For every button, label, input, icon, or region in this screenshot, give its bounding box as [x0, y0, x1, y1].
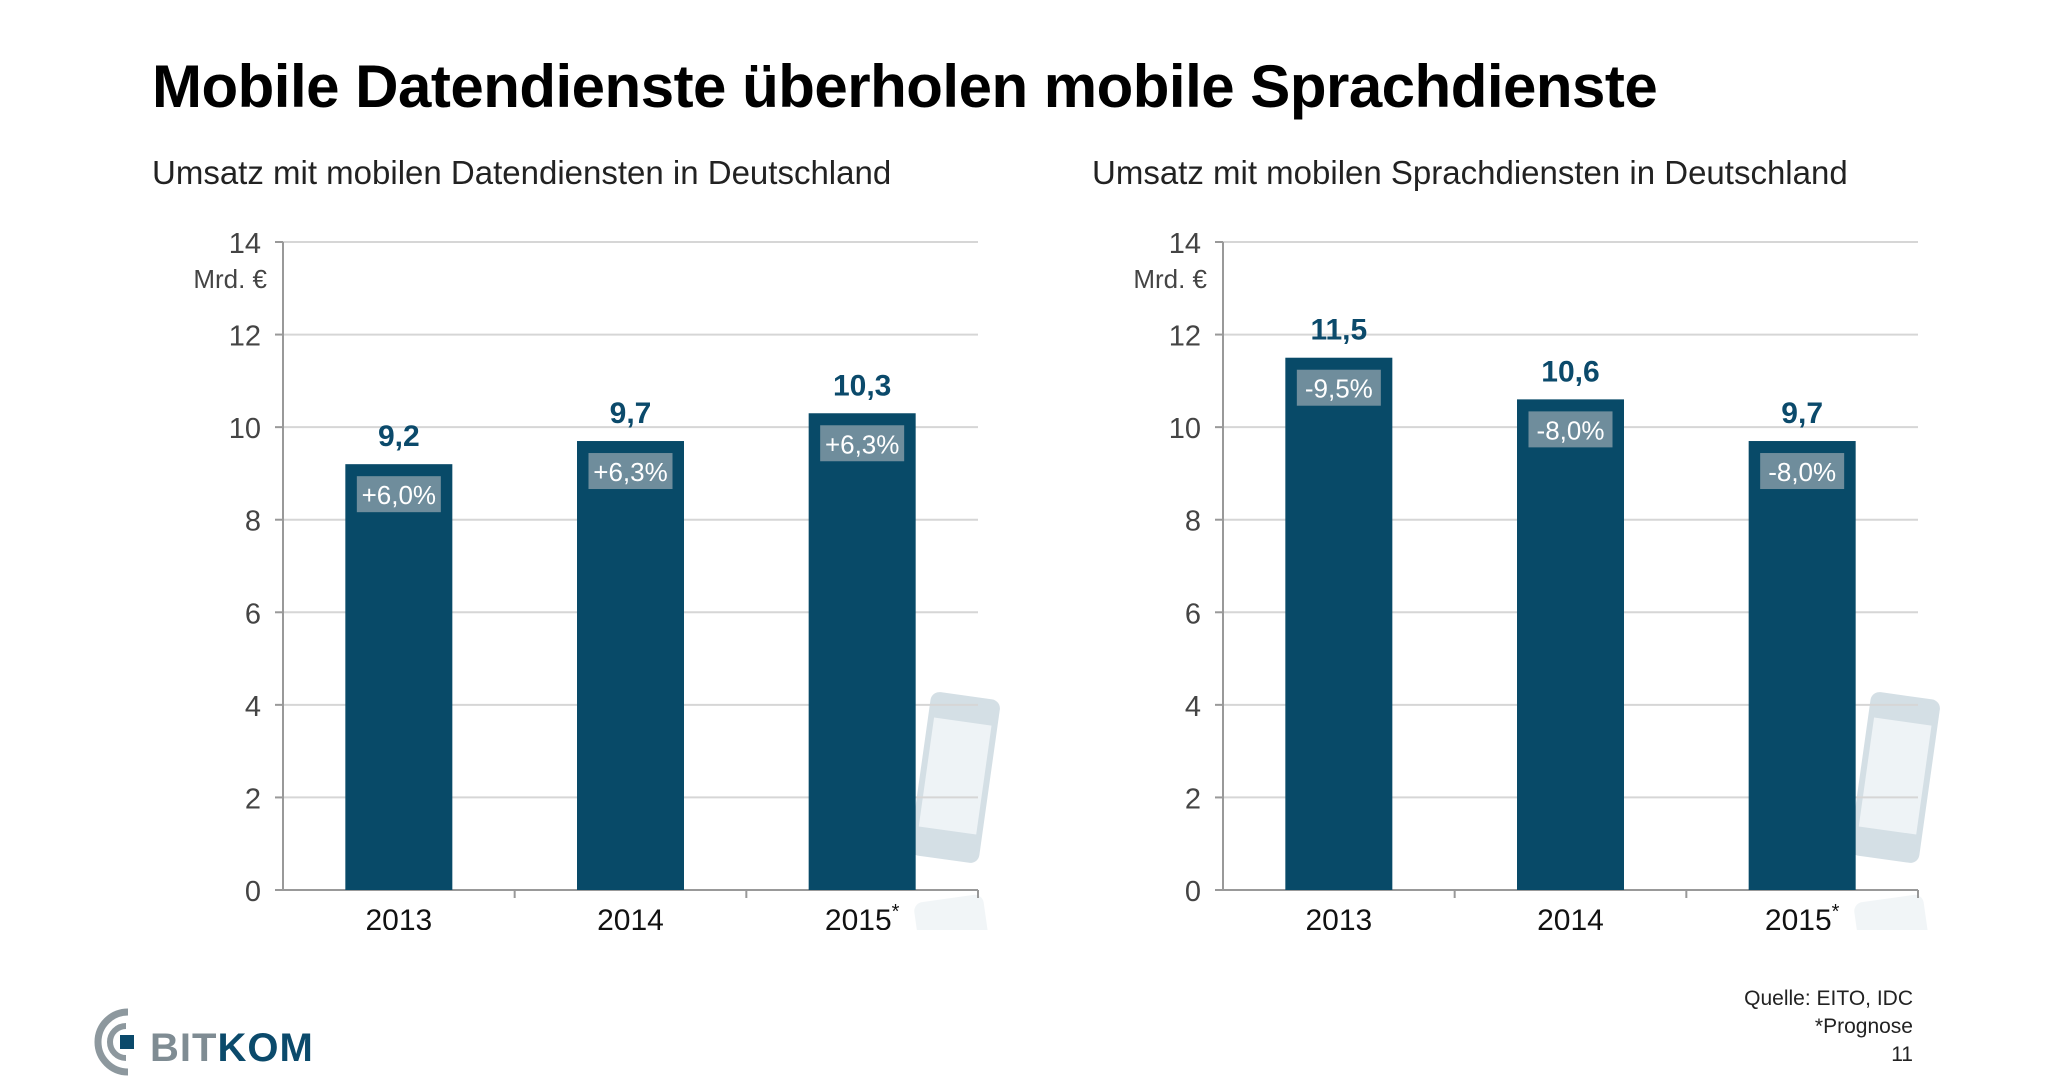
footer: Quelle: EITO, IDC *Prognose 11 [1744, 985, 1913, 1069]
y-tick-label: 14 [229, 228, 261, 260]
x-tick-label: 2015* [1765, 901, 1840, 930]
chart-mobile-voice: Umsatz mit mobilen Sprachdiensten in Deu… [1090, 150, 2048, 930]
logo-wordmark: BITKOM [150, 1026, 314, 1070]
x-tick-label: 2013 [365, 904, 432, 930]
phone-reflection [1854, 894, 1938, 930]
y-tick-label: 6 [245, 598, 261, 630]
change-label: +6,3% [825, 429, 899, 459]
bar [1748, 441, 1856, 890]
x-tick-label: 2014 [1537, 904, 1604, 930]
y-tick-label: 14 [1169, 228, 1201, 260]
change-badge [588, 453, 673, 490]
change-label: -9,5% [1305, 374, 1373, 404]
value-label: 11,5 [1310, 314, 1367, 347]
y-tick-label: 4 [245, 691, 261, 723]
y-tick-label: 2 [245, 783, 261, 815]
forecast-marker: * [892, 901, 900, 923]
voice-phone-icon [1849, 692, 1940, 930]
chart-mobile-data: Umsatz mit mobilen Datendiensten in Deut… [150, 150, 1140, 930]
data-phone-icon [909, 692, 1000, 930]
value-label: 9,7 [1781, 397, 1823, 430]
x-tick-label: 2015* [825, 901, 900, 930]
source-note: Quelle: EITO, IDC [1744, 987, 1913, 1010]
y-tick-label: 12 [1169, 321, 1201, 353]
y-tick-label: 10 [229, 413, 261, 445]
bitkom-logo: BITKOM [80, 1004, 320, 1080]
y-tick-label: 8 [245, 506, 261, 538]
x-tick-label: 2013 [1305, 904, 1372, 930]
bar [1285, 357, 1393, 890]
chart-title: Umsatz mit mobilen Datendiensten in Deut… [152, 154, 892, 191]
page-title: Mobile Datendienste überholen mobile Spr… [152, 53, 1658, 120]
change-badge [1760, 453, 1845, 490]
change-label: +6,0% [362, 480, 436, 510]
change-label: +6,3% [593, 457, 667, 487]
bar [345, 464, 453, 890]
change-badge [820, 425, 905, 462]
value-label: 9,2 [378, 420, 420, 453]
x-tick-label: 2014 [597, 904, 664, 930]
chart-title: Umsatz mit mobilen Sprachdiensten in Deu… [1092, 154, 1848, 191]
y-axis-unit: Mrd. € [193, 264, 267, 294]
phone-reflection [914, 894, 998, 930]
page-number: 11 [1891, 1043, 1913, 1066]
y-tick-label: 2 [1185, 783, 1201, 815]
forecast-note: *Prognose [1814, 1015, 1913, 1038]
y-tick-label: 4 [1185, 691, 1201, 723]
phone-screen [918, 717, 992, 835]
value-label: 10,6 [1541, 355, 1599, 388]
logo-mark-icon [94, 1008, 134, 1076]
phone-screen [1858, 717, 1932, 835]
change-badge [356, 476, 441, 513]
y-tick-label: 0 [1185, 876, 1201, 908]
y-axis-unit: Mrd. € [1133, 264, 1207, 294]
y-tick-label: 12 [229, 321, 261, 353]
change-badge [1528, 411, 1613, 448]
y-tick-label: 0 [245, 876, 261, 908]
value-label: 9,7 [610, 397, 652, 430]
value-label: 10,3 [833, 369, 891, 402]
bar [808, 413, 916, 890]
change-label: -8,0% [1768, 457, 1836, 487]
change-badge [1296, 369, 1381, 406]
bar [577, 441, 684, 890]
y-tick-label: 6 [1185, 598, 1201, 630]
forecast-marker: * [1832, 901, 1840, 923]
chart-svg: 0 2 4 6 8 10 12 14 Mrd. € 11,5 -9,5% 2013 10,6 -8,0% 2… [1133, 228, 1940, 930]
change-label: -8,0% [1537, 415, 1605, 445]
y-tick-label: 10 [1169, 413, 1201, 445]
bar [1517, 399, 1624, 890]
y-tick-label: 8 [1185, 506, 1201, 538]
chart-svg: 0 2 4 6 8 10 12 14 Mrd. € 9,2 +6,0% 2013 9,7 +6,3% 201… [193, 228, 1000, 930]
